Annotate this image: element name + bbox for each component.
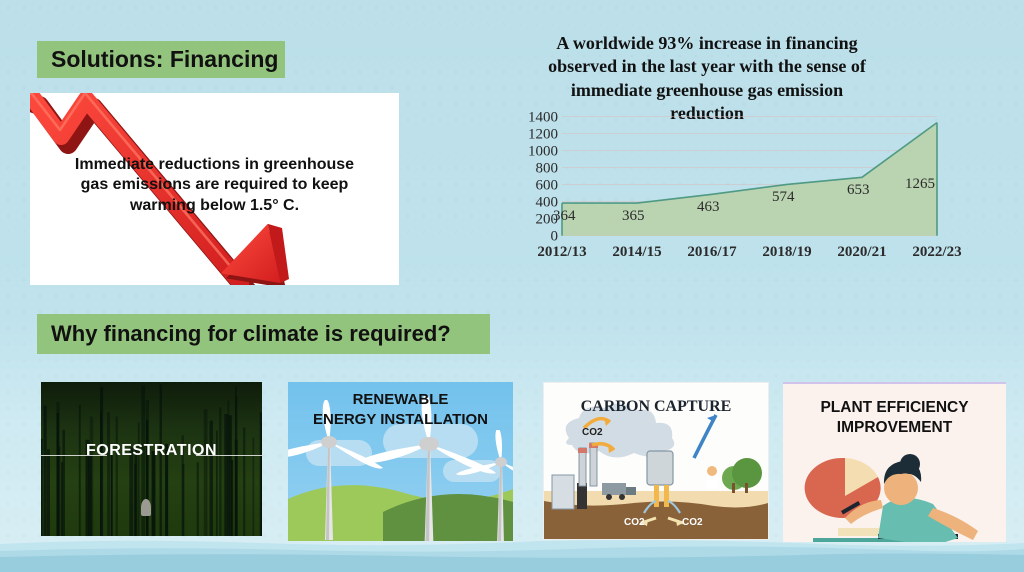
svg-text:0: 0 <box>551 229 559 245</box>
svg-text:2012/13: 2012/13 <box>537 244 586 260</box>
svg-text:CO2: CO2 <box>582 427 603 438</box>
svg-text:1400: 1400 <box>528 109 558 125</box>
svg-text:2022/23: 2022/23 <box>912 244 961 260</box>
svg-text:2014/15: 2014/15 <box>612 244 661 260</box>
svg-text:1000: 1000 <box>528 143 558 159</box>
svg-text:463: 463 <box>697 199 720 215</box>
svg-text:CO2: CO2 <box>624 517 645 528</box>
svg-text:1265: 1265 <box>905 176 935 192</box>
svg-text:800: 800 <box>536 160 559 176</box>
svg-text:600: 600 <box>536 177 559 193</box>
svg-text:CO2: CO2 <box>682 517 703 528</box>
svg-text:CARBON CAPTURE: CARBON CAPTURE <box>581 398 732 415</box>
svg-text:2018/19: 2018/19 <box>762 244 811 260</box>
svg-text:1200: 1200 <box>528 126 558 142</box>
svg-text:653: 653 <box>847 182 870 198</box>
svg-text:365: 365 <box>622 208 645 224</box>
svg-text:2016/17: 2016/17 <box>687 244 737 260</box>
svg-text:364: 364 <box>553 208 576 224</box>
svg-text:574: 574 <box>772 189 795 205</box>
svg-text:2020/21: 2020/21 <box>837 244 886 260</box>
